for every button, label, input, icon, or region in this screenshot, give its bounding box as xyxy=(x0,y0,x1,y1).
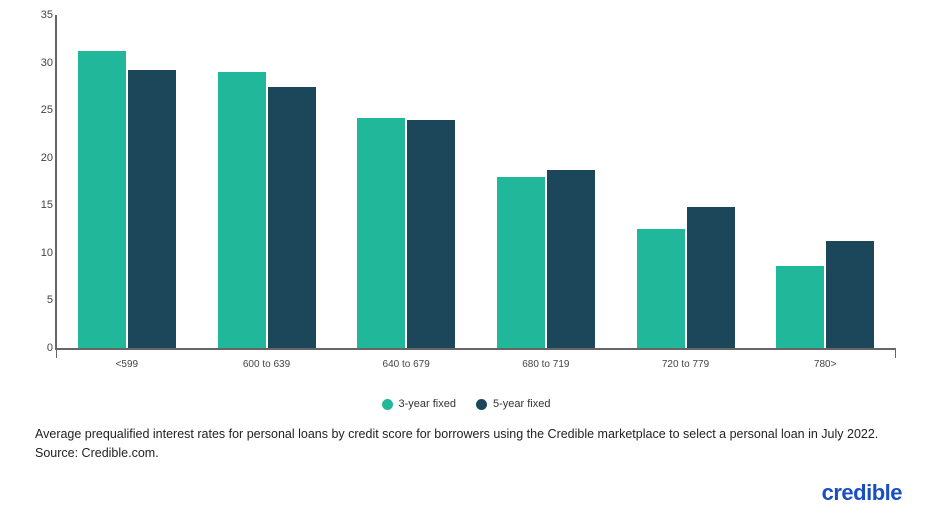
y-tick-label: 5 xyxy=(29,294,53,306)
x-tick-label: 600 to 639 xyxy=(243,359,290,370)
bar xyxy=(687,207,735,348)
x-tick-label: 640 to 679 xyxy=(383,359,430,370)
bar xyxy=(497,177,545,348)
bar xyxy=(776,266,824,348)
legend: 3-year fixed 5-year fixed xyxy=(0,398,932,413)
bar xyxy=(218,72,266,348)
legend-label: 3-year fixed xyxy=(399,398,456,410)
bar xyxy=(826,241,874,349)
legend-item: 5-year fixed xyxy=(476,398,550,410)
y-tick-label: 35 xyxy=(29,9,53,21)
rate-bar-chart: 05101520253035<599600 to 639640 to 67968… xyxy=(25,15,905,385)
bar xyxy=(128,70,176,348)
x-tick-label: 720 to 779 xyxy=(662,359,709,370)
y-tick-label: 20 xyxy=(29,152,53,164)
plot-area: 05101520253035<599600 to 639640 to 67968… xyxy=(55,15,895,350)
legend-swatch xyxy=(476,399,487,410)
brand-logo: credible xyxy=(822,480,902,506)
axis-tick-right xyxy=(895,348,896,358)
caption-line-2: Source: Credible.com. xyxy=(35,444,895,463)
y-tick-label: 25 xyxy=(29,104,53,116)
x-tick-label: <599 xyxy=(116,359,139,370)
chart-caption: Average prequalified interest rates for … xyxy=(35,425,895,463)
bar xyxy=(547,170,595,348)
bar xyxy=(357,118,405,348)
axis-tick-left xyxy=(56,348,57,358)
bar xyxy=(637,229,685,348)
y-tick-label: 30 xyxy=(29,57,53,69)
legend-label: 5-year fixed xyxy=(493,398,550,410)
y-tick-label: 15 xyxy=(29,199,53,211)
caption-line-1: Average prequalified interest rates for … xyxy=(35,425,895,444)
bar xyxy=(78,51,126,348)
legend-item: 3-year fixed xyxy=(382,398,456,410)
bar xyxy=(407,120,455,348)
y-tick-label: 0 xyxy=(29,342,53,354)
x-tick-label: 680 to 719 xyxy=(522,359,569,370)
x-tick-label: 780> xyxy=(814,359,837,370)
bar xyxy=(268,87,316,348)
y-tick-label: 10 xyxy=(29,247,53,259)
legend-swatch xyxy=(382,399,393,410)
